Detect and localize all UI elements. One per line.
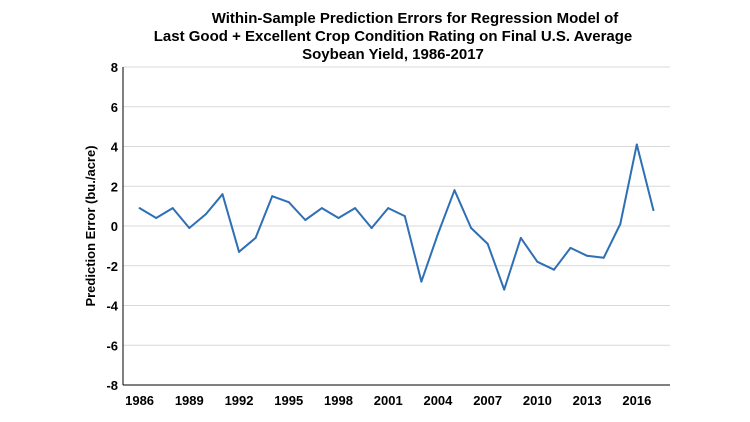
data-point <box>188 226 191 229</box>
data-point <box>503 288 506 291</box>
data-point <box>354 207 357 210</box>
data-point <box>420 280 423 283</box>
x-tick-label: 1995 <box>274 393 303 408</box>
data-point <box>569 246 572 249</box>
data-point <box>387 207 390 210</box>
x-tick-label: 2010 <box>523 393 552 408</box>
series-line <box>139 143 655 291</box>
x-tick-label: 2013 <box>573 393 602 408</box>
data-point <box>519 236 522 239</box>
data-point <box>652 209 655 212</box>
data-point <box>453 189 456 192</box>
x-tick-labels: 1986 1989 1992 1995 1998 2001 2004 2007 2010 2013… <box>125 393 651 408</box>
y-tick-label: 4 <box>111 140 119 155</box>
x-tick-label: 1989 <box>175 393 204 408</box>
axes <box>122 67 670 386</box>
data-point <box>304 219 307 222</box>
data-point <box>238 250 241 253</box>
gridlines <box>123 66 670 346</box>
data-point <box>337 217 340 220</box>
data-point <box>138 207 141 210</box>
data-point <box>254 236 257 239</box>
y-tick-label: 6 <box>111 100 118 115</box>
chart-title: Within-Sample Prediction Errors for Regr… <box>154 10 633 63</box>
x-tick-label: 2004 <box>423 393 453 408</box>
data-point <box>155 217 158 220</box>
data-point <box>271 195 274 198</box>
chart-title-line-2: Last Good + Excellent Crop Condition Rat… <box>154 28 633 45</box>
data-point <box>320 207 323 210</box>
y-tick-label: -6 <box>106 338 118 353</box>
data-point <box>403 215 406 218</box>
data-point <box>221 193 224 196</box>
x-tick-label: 2007 <box>473 393 502 408</box>
y-tick-label: -2 <box>106 259 118 274</box>
x-tick-label: 1986 <box>125 393 154 408</box>
data-point <box>171 207 174 210</box>
data-point <box>370 226 373 229</box>
data-point <box>470 226 473 229</box>
x-tick-label: 2001 <box>374 393 403 408</box>
y-tick-label: -8 <box>106 378 118 393</box>
data-point <box>204 213 207 216</box>
x-tick-label: 1998 <box>324 393 353 408</box>
series-prediction-error <box>138 143 655 291</box>
data-point <box>619 223 622 226</box>
data-point <box>586 254 589 257</box>
y-tick-labels: 8 6 4 2 0 -2 -4 -6 -8 <box>106 60 118 393</box>
data-point <box>552 268 555 271</box>
data-point <box>287 201 290 204</box>
y-axis-label: Prediction Error (bu./acre) <box>83 145 98 306</box>
y-tick-label: 0 <box>111 219 118 234</box>
data-point <box>436 232 439 235</box>
data-point <box>536 260 539 263</box>
x-tick-label: 1992 <box>225 393 254 408</box>
chart-title-line-1: Within-Sample Prediction Errors for Regr… <box>212 10 620 27</box>
data-point <box>486 242 489 245</box>
data-point <box>602 256 605 259</box>
data-point <box>635 143 638 146</box>
chart-title-line-3: Soybean Yield, 1986-2017 <box>302 46 484 63</box>
y-tick-label: -4 <box>106 299 118 314</box>
y-tick-label: 2 <box>111 179 118 194</box>
x-tick-label: 2016 <box>622 393 651 408</box>
y-tick-label: 8 <box>111 60 118 75</box>
